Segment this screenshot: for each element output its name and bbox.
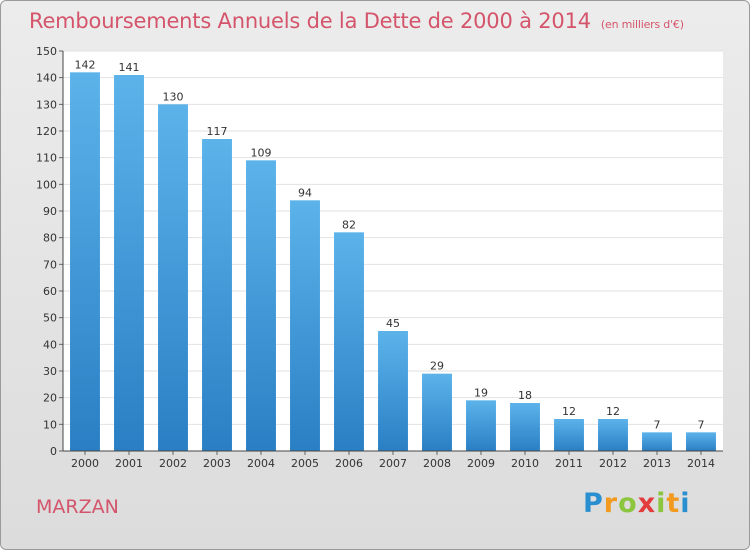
bar-value-label: 29 — [430, 360, 444, 373]
bar — [290, 200, 320, 451]
y-tick-label: 50 — [43, 312, 57, 325]
bar-value-label: 142 — [75, 58, 96, 71]
y-tick-label: 150 — [36, 45, 57, 58]
bar — [114, 75, 144, 451]
y-tick-label: 120 — [36, 125, 57, 138]
x-tick-label: 2014 — [687, 457, 715, 470]
x-tick-label: 2010 — [511, 457, 539, 470]
x-tick-label: 2004 — [247, 457, 275, 470]
bar — [158, 104, 188, 451]
y-tick-label: 140 — [36, 72, 57, 85]
bar — [598, 419, 628, 451]
x-tick-label: 2008 — [423, 457, 451, 470]
logo-letter: t — [666, 488, 681, 519]
logo-letter: x — [637, 488, 657, 519]
x-tick-label: 2006 — [335, 457, 363, 470]
logo-letter: i — [656, 488, 667, 519]
chart-title: Remboursements Annuels de la Dette de 20… — [29, 9, 684, 33]
y-tick-label: 90 — [43, 205, 57, 218]
y-tick-label: 20 — [43, 392, 57, 405]
bar-value-label: 7 — [654, 418, 661, 431]
bar — [334, 232, 364, 451]
y-tick-label: 10 — [43, 418, 57, 431]
chart-subtitle: (en milliers d'€) — [600, 18, 684, 31]
bar — [510, 403, 540, 451]
bar — [686, 432, 716, 451]
x-tick-label: 2007 — [379, 457, 407, 470]
y-tick-label: 110 — [36, 152, 57, 165]
chart-title-text: Remboursements Annuels de la Dette de 20… — [29, 9, 591, 33]
x-tick-label: 2003 — [203, 457, 231, 470]
logo-letter: i — [680, 488, 691, 519]
y-tick-label: 40 — [43, 338, 57, 351]
y-tick-label: 0 — [50, 445, 57, 458]
bar-value-label: 7 — [698, 418, 705, 431]
logo-letter: P — [583, 488, 604, 519]
bar-value-label: 45 — [386, 317, 400, 330]
bar — [466, 400, 496, 451]
bar-value-label: 109 — [251, 146, 272, 159]
x-tick-label: 2001 — [115, 457, 143, 470]
bar-value-label: 130 — [163, 90, 184, 103]
bar-value-label: 12 — [606, 405, 620, 418]
bar — [422, 373, 452, 451]
bar — [554, 419, 584, 451]
y-tick-label: 70 — [43, 258, 57, 271]
x-tick-label: 2012 — [599, 457, 627, 470]
bar — [246, 160, 276, 452]
bar-value-label: 82 — [342, 218, 356, 231]
x-tick-label: 2011 — [555, 457, 583, 470]
bar-value-label: 12 — [562, 405, 576, 418]
bar — [378, 331, 408, 451]
bar — [70, 72, 100, 451]
y-tick-label: 130 — [36, 98, 57, 111]
logo-letter: r — [603, 488, 619, 519]
bar-value-label: 141 — [119, 61, 140, 74]
bar — [642, 432, 672, 451]
bar-value-label: 117 — [207, 125, 228, 138]
x-tick-label: 2002 — [159, 457, 187, 470]
bar-value-label: 94 — [298, 186, 312, 199]
x-tick-label: 2000 — [71, 457, 99, 470]
y-tick-label: 60 — [43, 285, 57, 298]
x-tick-label: 2013 — [643, 457, 671, 470]
x-tick-label: 2009 — [467, 457, 495, 470]
bar — [202, 139, 232, 451]
y-tick-label: 80 — [43, 232, 57, 245]
bar-value-label: 18 — [518, 389, 532, 402]
logo-letter: o — [618, 488, 638, 519]
bar-value-label: 19 — [474, 386, 488, 399]
y-tick-label: 30 — [43, 365, 57, 378]
proxiti-logo: Proxiti — [583, 488, 691, 519]
x-tick-label: 2005 — [291, 457, 319, 470]
y-tick-label: 100 — [36, 178, 57, 191]
place-name: MARZAN — [36, 496, 119, 518]
